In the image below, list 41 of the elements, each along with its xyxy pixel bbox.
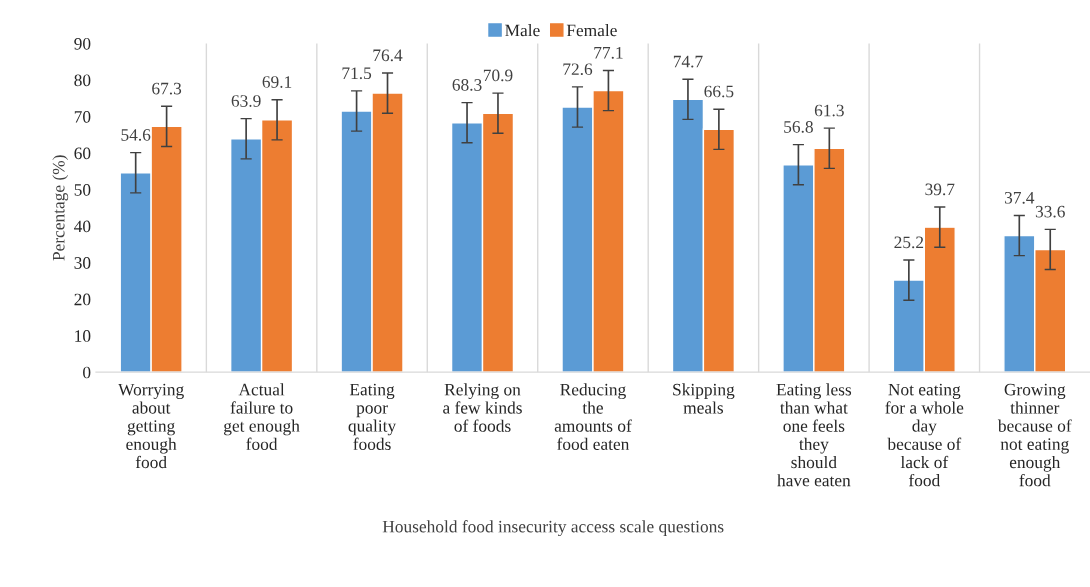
data-label: 63.9	[231, 95, 261, 107]
data-label: 37.4	[1004, 191, 1035, 204]
legend-label: Male	[505, 24, 540, 37]
x-tick-label: Growing thinner because of not eating enough food	[997, 383, 1072, 487]
data-label: 54.6	[121, 129, 151, 141]
data-label: 71.5	[342, 67, 372, 80]
y-tick-label: 80	[74, 74, 91, 87]
x-tick-label: Relying on a few kinds of foods	[443, 383, 522, 432]
y-tick-label: 30	[74, 257, 91, 269]
data-label: 67.3	[152, 82, 182, 95]
y-tick-label: 90	[74, 37, 91, 50]
data-label: 70.9	[483, 69, 513, 82]
data-label: 76.4	[373, 49, 403, 62]
y-tick-label: 10	[75, 330, 91, 342]
data-label: 66.5	[704, 85, 734, 98]
x-tick-label: Reducing the amounts of food eaten	[554, 383, 632, 450]
y-axis-title: Percentage (%)	[52, 155, 69, 261]
y-tick-label: 0	[83, 366, 91, 379]
data-label: 39.7	[925, 183, 955, 196]
x-tick-label: Not eating for a whole day because of lack of food	[885, 383, 964, 487]
data-label: 33.6	[1035, 205, 1065, 218]
y-tick-label: 50	[74, 184, 91, 196]
data-label: 68.3	[452, 79, 482, 91]
legend-label: Female	[566, 24, 617, 37]
y-tick-label: 20	[74, 293, 91, 306]
y-tick-label: 70	[74, 110, 91, 123]
data-label: 74.7	[673, 55, 703, 68]
data-label: 61.3	[814, 104, 844, 117]
x-axis-title: Household food insecurity access scale questions	[382, 520, 724, 537]
data-label: 77.1	[594, 46, 623, 59]
x-tick-label: Eating poor quality foods	[348, 383, 397, 450]
data-label: 69.1	[262, 76, 292, 88]
data-label: 25.2	[894, 236, 924, 249]
x-tick-label: Worrying about getting enough food	[118, 383, 184, 469]
y-tick-label: 60	[74, 147, 91, 160]
x-tick-label: Actual failure to get enough food	[224, 383, 300, 450]
data-label: 72.6	[563, 63, 593, 76]
y-tick-label: 40	[74, 220, 91, 233]
x-tick-label: Eating less than what one feels they should have eaten	[776, 383, 852, 487]
data-label: 56.8	[784, 121, 813, 133]
x-tick-label: Skipping meals	[673, 383, 735, 414]
